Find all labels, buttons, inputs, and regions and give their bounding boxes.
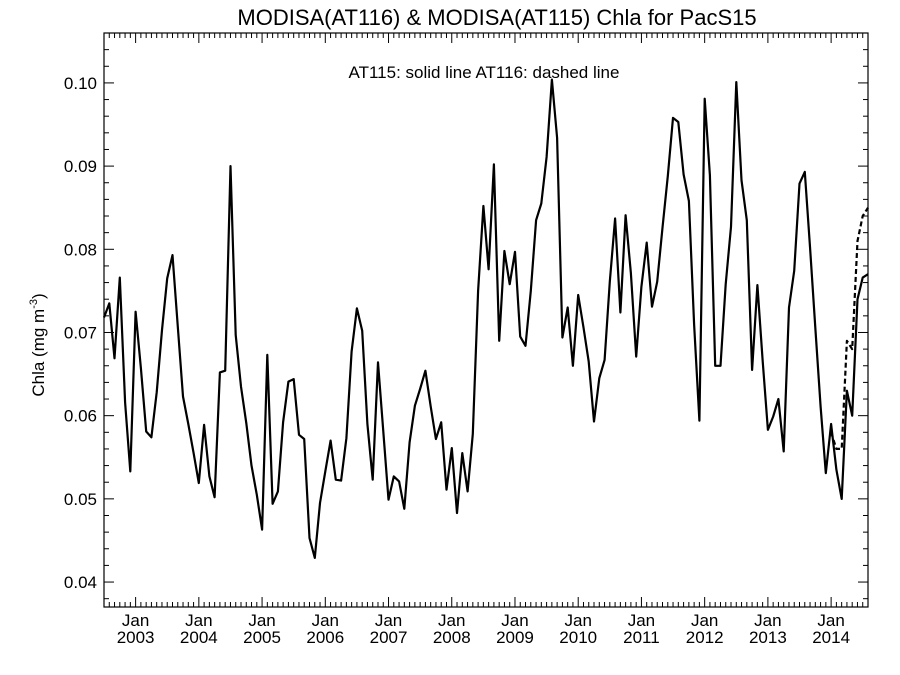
y-axis-label: Chla (mg m-3): [28, 293, 48, 396]
x-tick-label-month: Jan: [122, 611, 149, 630]
x-tick-label-year: 2006: [306, 628, 344, 647]
x-tick-label-month: Jan: [754, 611, 781, 630]
y-tick-label: 0.07: [64, 323, 97, 342]
x-tick-label-month: Jan: [248, 611, 275, 630]
y-axis-label-superscript: -3: [28, 299, 40, 309]
x-tick-label-month: Jan: [438, 611, 465, 630]
x-tick-label-month: Jan: [817, 611, 844, 630]
x-tick-label-year: 2003: [117, 628, 155, 647]
x-tick-label-year: 2011: [623, 628, 660, 647]
x-tick-label-year: 2007: [370, 628, 408, 647]
x-tick-label-year: 2013: [749, 628, 787, 647]
x-tick-label-month: Jan: [564, 611, 591, 630]
x-tick-label-month: Jan: [501, 611, 528, 630]
y-tick-label: 0.05: [64, 490, 97, 509]
x-tick-label-month: Jan: [691, 611, 718, 630]
y-axis-label-close: ): [29, 293, 48, 299]
x-tick-label-year: 2008: [433, 628, 471, 647]
y-tick-label: 0.06: [64, 407, 97, 426]
line-style-annotation: AT115: solid line AT116: dashed line: [349, 63, 620, 82]
x-tick-label-year: 2010: [559, 628, 597, 647]
series-line-at116: [830, 207, 869, 450]
y-axis-label-main: Chla (mg m: [29, 309, 48, 397]
y-axis-label-text: Chla (mg m-3): [28, 293, 48, 396]
y-tick-label: 0.04: [64, 573, 97, 592]
x-tick-label-month: Jan: [185, 611, 212, 630]
x-tick-label-year: 2009: [496, 628, 534, 647]
x-tick-label-month: Jan: [628, 611, 655, 630]
y-tick-label: 0.09: [64, 157, 97, 176]
y-tick-label: 0.10: [64, 74, 97, 93]
x-tick-label-month: Jan: [312, 611, 339, 630]
x-tick-label-year: 2005: [243, 628, 281, 647]
series-line-at115: [102, 78, 869, 560]
plot-frame: [103, 32, 869, 608]
x-tick-label-year: 2004: [180, 628, 218, 647]
y-tick-label: 0.08: [64, 240, 97, 259]
x-tick-label-month: Jan: [375, 611, 402, 630]
x-tick-label-year: 2014: [812, 628, 850, 647]
x-tick-label-year: 2012: [686, 628, 724, 647]
chart-title: MODISA(AT116) & MODISA(AT115) Chla for P…: [237, 5, 756, 30]
